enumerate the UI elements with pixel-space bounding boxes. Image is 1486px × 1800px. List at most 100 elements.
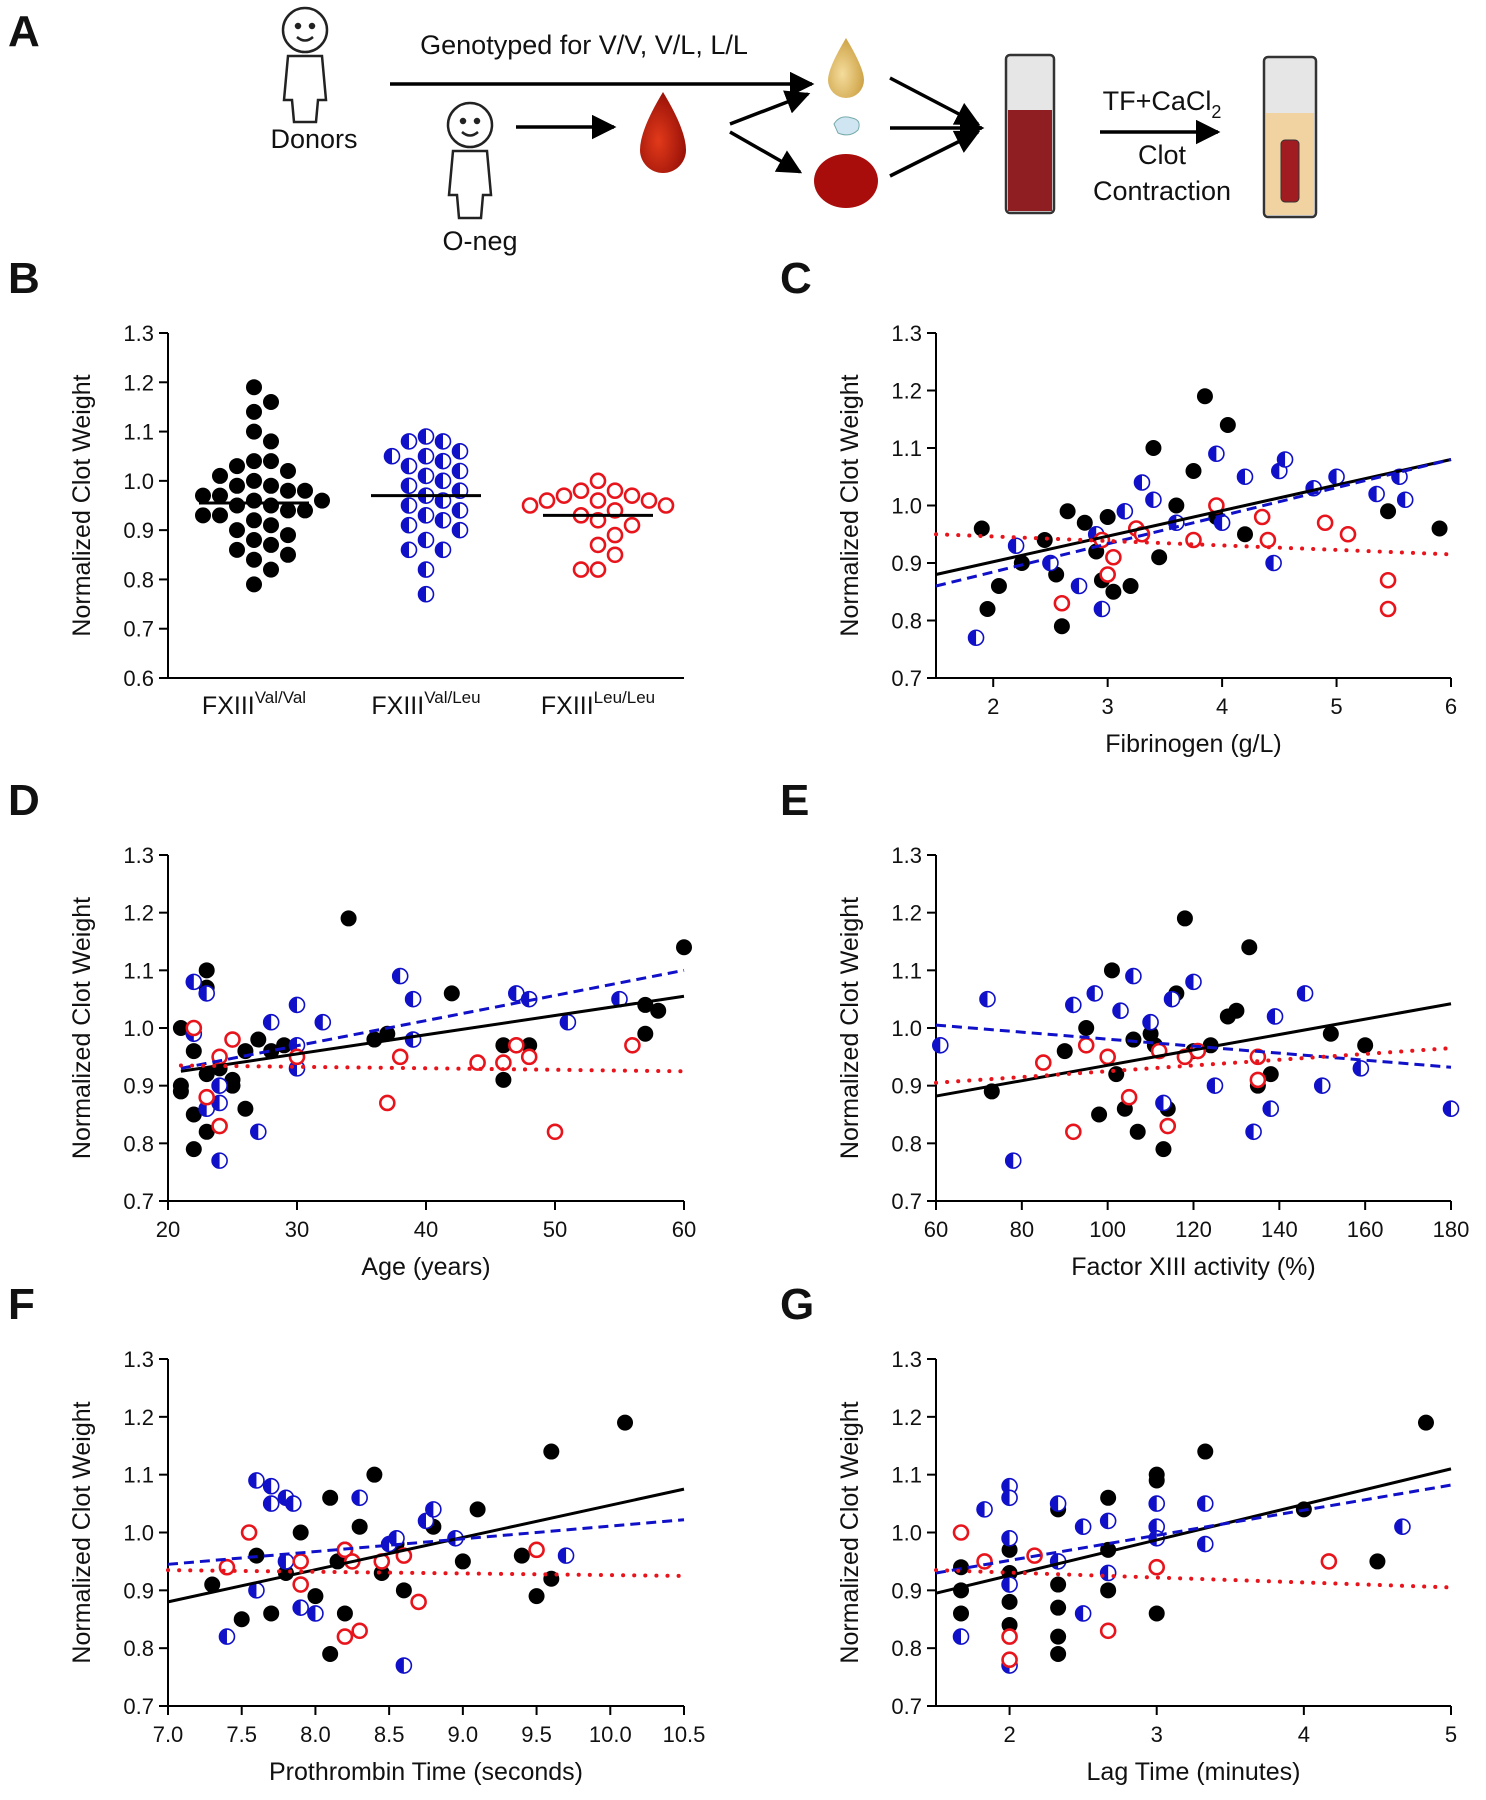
dot-fill	[1369, 1553, 1386, 1570]
x-tick-label: 40	[414, 1217, 438, 1242]
dot-half	[932, 1037, 941, 1053]
dot-half	[263, 1496, 272, 1512]
x-tick-label: 7.0	[153, 1722, 184, 1747]
data-point	[520, 1048, 538, 1066]
dot-fill	[1241, 939, 1258, 956]
dot-fill	[1125, 1031, 1142, 1048]
dot-ring	[1316, 514, 1334, 532]
x-tick-label: 9.0	[448, 1722, 479, 1747]
dot-fill	[185, 1043, 202, 1060]
dot-half	[1197, 1496, 1206, 1512]
data-point	[1163, 990, 1181, 1008]
dot-half	[1297, 985, 1306, 1001]
data-point	[1236, 468, 1254, 486]
data-point	[1065, 996, 1082, 1014]
dot-half	[1443, 1101, 1451, 1117]
dot-half	[435, 473, 443, 489]
dot-half	[418, 532, 426, 548]
data-point	[400, 497, 418, 514]
dot-half	[1094, 601, 1102, 617]
data-point	[233, 1611, 250, 1628]
dot-ring	[391, 1048, 409, 1066]
dot-fill	[1036, 532, 1053, 548]
fit-line	[167, 1487, 685, 1604]
dot-half	[352, 1490, 360, 1506]
data-point	[229, 522, 245, 539]
data-point	[931, 1037, 949, 1054]
dot-half	[435, 453, 443, 469]
dot-half	[1050, 1496, 1059, 1512]
dot-half	[392, 968, 401, 984]
data-point	[185, 1106, 202, 1123]
dot-ring	[469, 1054, 486, 1071]
dot-ring	[521, 497, 539, 514]
dot-fill	[1417, 1414, 1434, 1431]
data-point	[263, 477, 279, 494]
data-point	[404, 990, 422, 1008]
data-point	[1093, 600, 1111, 618]
data-point	[589, 472, 607, 490]
y-tick-label: 1.1	[891, 958, 922, 983]
data-point	[322, 1645, 339, 1662]
data-point	[1369, 1553, 1386, 1570]
data-point	[952, 1628, 970, 1645]
data-point	[1380, 503, 1397, 520]
data-point	[340, 910, 357, 927]
fit-line	[935, 1023, 1452, 1069]
x-axis-label: Fibrinogen (g/L)	[1105, 730, 1281, 758]
data-point	[1120, 1088, 1138, 1106]
data-point	[1176, 910, 1193, 927]
dot-fill	[263, 1043, 280, 1060]
dot-fill	[379, 1025, 396, 1042]
data-point	[1116, 502, 1134, 520]
dot-fill	[1185, 463, 1202, 479]
dot-half	[1008, 538, 1017, 554]
dot-half	[1214, 515, 1223, 531]
data-point	[1316, 514, 1334, 532]
dot-half	[248, 1582, 257, 1598]
dot-ring	[1077, 1037, 1095, 1054]
dot-ring	[240, 1524, 258, 1541]
data-point	[277, 1553, 295, 1570]
dot-fill	[212, 487, 228, 504]
data-point	[1262, 1066, 1279, 1083]
dot-fill	[263, 1605, 280, 1622]
x-tick-label: 140	[1261, 1217, 1298, 1242]
dot-fill	[1001, 1617, 1018, 1634]
panel-letter: B	[8, 254, 40, 303]
dot-fill	[297, 502, 313, 519]
data-point	[185, 973, 203, 991]
dot-fill	[1001, 1593, 1018, 1610]
data-point	[1442, 1100, 1460, 1118]
data-point	[288, 996, 306, 1014]
data-point	[417, 561, 435, 578]
data-point	[976, 1501, 993, 1518]
dot-half	[401, 542, 409, 558]
fit-line	[935, 1002, 1452, 1098]
category-sup: Leu/Leu	[594, 688, 655, 707]
y-tick-label: 0.6	[123, 666, 154, 691]
dot-ring	[546, 1123, 564, 1141]
data-point	[417, 531, 435, 549]
data-point	[1103, 962, 1120, 979]
dot-fill	[990, 578, 1007, 594]
dot-ring	[1001, 1628, 1018, 1645]
data-point	[1105, 548, 1122, 566]
dot-ring	[520, 1048, 538, 1066]
dot-fill	[246, 472, 262, 489]
data-point	[395, 1657, 413, 1674]
dot-ring	[1253, 508, 1271, 526]
dot-half	[521, 991, 530, 1007]
data-point	[292, 1576, 309, 1593]
data-point	[1262, 1100, 1280, 1118]
data-point	[495, 1037, 512, 1054]
data-point	[1001, 1628, 1018, 1645]
dot-half	[1237, 469, 1245, 485]
tube	[1004, 53, 1056, 215]
data-point	[1313, 1077, 1331, 1094]
dot-fill	[229, 477, 245, 494]
data-point	[417, 507, 435, 524]
dot-half	[1125, 968, 1134, 984]
dot-fill	[1237, 526, 1253, 543]
y-tick-label: 1.0	[891, 494, 922, 519]
